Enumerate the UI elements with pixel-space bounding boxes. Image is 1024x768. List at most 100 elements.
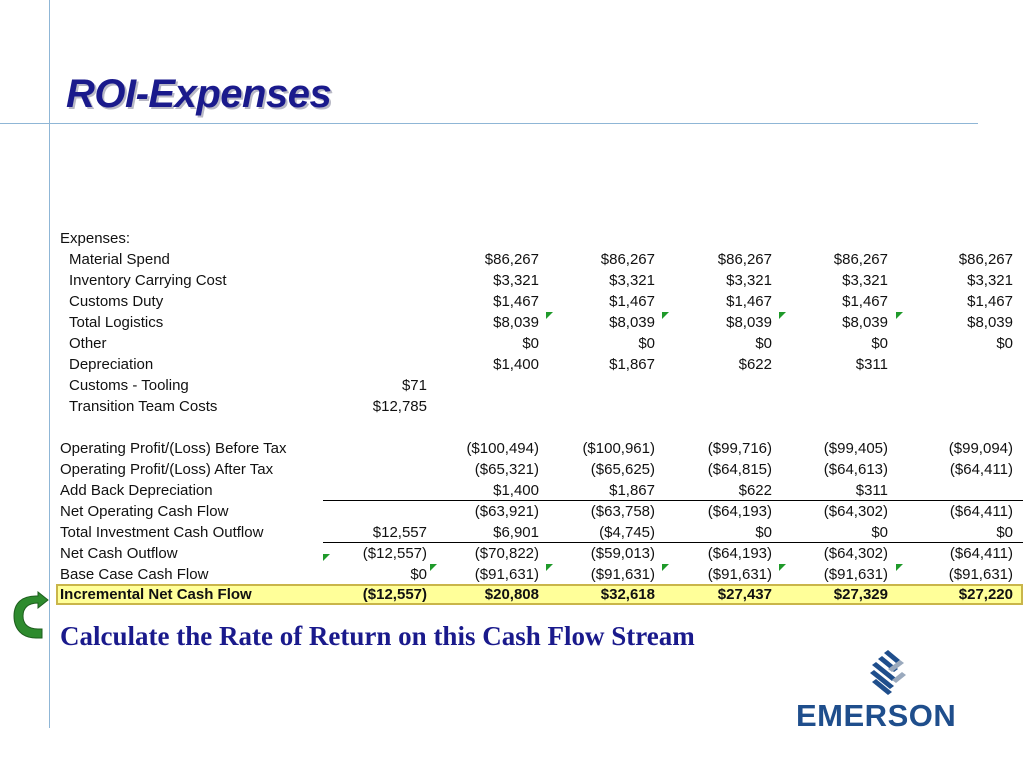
emerson-logo: EMERSON: [792, 650, 988, 734]
cell-value: $0: [871, 524, 888, 541]
cell-value: $3,321: [609, 272, 655, 289]
cell-value: $32,618: [600, 586, 655, 603]
row-label: Total Logistics: [69, 314, 164, 331]
row-label: Transition Team Costs: [69, 398, 218, 415]
cell-value: ($64,411): [949, 461, 1013, 478]
cell-value: $1,467: [967, 293, 1013, 310]
row-label: Customs Duty: [69, 293, 164, 310]
comment-marker-icon: [546, 564, 553, 571]
cell-value: $311: [855, 356, 888, 373]
cell-value: ($64,302): [823, 503, 888, 520]
cell-value: ($64,302): [823, 545, 888, 562]
cell-value: $0: [522, 335, 539, 352]
table-row: Material Spend $86,267 $86,267 $86,267 $…: [56, 249, 1024, 270]
cell-value: $86,267: [484, 251, 539, 268]
cell-value: ($65,321): [474, 461, 539, 478]
cell-value: [925, 354, 1013, 375]
cell-value: $311: [855, 482, 888, 499]
cell-value: $6,901: [493, 524, 539, 541]
cell-value: $27,329: [833, 586, 888, 603]
table-row: Operating Profit/(Loss) After Tax ($65,3…: [56, 459, 1024, 480]
highlight-box: [56, 584, 1023, 605]
cell-value: $1,467: [493, 293, 539, 310]
cell-value: ($64,613): [823, 461, 888, 478]
cell-value: $3,321: [967, 272, 1013, 289]
cell-value: ($64,411): [949, 545, 1013, 562]
table-row: Total Logistics $8,039 $8,039 $8,039 $8,…: [56, 312, 1024, 333]
row-label: Incremental Net Cash Flow: [60, 586, 252, 603]
cell-value: ($91,631): [823, 566, 888, 583]
cell-value: ($64,193): [707, 545, 772, 562]
cell-value: $86,267: [600, 251, 655, 268]
vertical-guide-line: [49, 0, 50, 728]
horizontal-guide-line: [0, 123, 978, 124]
cell-value: $1,867: [609, 482, 655, 499]
cell-value: $0: [638, 335, 655, 352]
cell-value: $1,400: [493, 356, 539, 373]
cell-value: ($64,193): [707, 503, 772, 520]
table-row: Operating Profit/(Loss) Before Tax ($100…: [56, 438, 1024, 459]
cell-value: ($12,557): [362, 545, 427, 562]
section-row: Expenses:: [56, 228, 1024, 249]
row-label: Operating Profit/(Loss) Before Tax: [60, 440, 287, 457]
cell-value: $3,321: [726, 272, 772, 289]
cell-value: $622: [738, 482, 772, 499]
cell-value: ($64,411): [949, 503, 1013, 520]
cell-value: $1,867: [609, 356, 655, 373]
cell-value: $1,467: [609, 293, 655, 310]
cell-border: [323, 500, 1023, 501]
table-row: Base Case Cash Flow $0 ($91,631) ($91,63…: [56, 564, 1024, 585]
comment-marker-icon: [896, 312, 903, 319]
cell-value: $86,267: [958, 251, 1013, 268]
row-label: Net Cash Outflow: [60, 545, 178, 562]
table-row: Inventory Carrying Cost $3,321 $3,321 $3…: [56, 270, 1024, 291]
cell-value: $27,220: [958, 586, 1013, 603]
cell-value: ($91,631): [948, 566, 1013, 583]
comment-marker-icon: [323, 554, 330, 561]
row-label: Inventory Carrying Cost: [69, 272, 227, 289]
comment-marker-icon: [662, 312, 669, 319]
cell-value: ($63,921): [474, 503, 539, 520]
table-row: Add Back Depreciation $1,400 $1,867 $622…: [56, 480, 1024, 501]
cell-value: $8,039: [726, 314, 772, 331]
cell-value: $3,321: [842, 272, 888, 289]
table-row: Total Investment Cash Outflow $12,557 $6…: [56, 522, 1024, 543]
cell-value: ($100,494): [466, 440, 539, 457]
cell-value: $8,039: [493, 314, 539, 331]
cell-value: $8,039: [967, 314, 1013, 331]
cell-value: $86,267: [833, 251, 888, 268]
instruction-caption: Calculate the Rate of Return on this Cas…: [60, 621, 695, 651]
row-label: Operating Profit/(Loss) After Tax: [60, 461, 274, 478]
comment-marker-icon: [896, 564, 903, 571]
brand-name: EMERSON: [796, 698, 957, 733]
cell-value: ($4,745): [599, 524, 655, 541]
incremental-cash-flow-row: Incremental Net Cash Flow ($12,557) $20,…: [56, 584, 1024, 605]
expense-table: Expenses: Material Spend $86,267 $86,267…: [56, 228, 1024, 608]
cell-value: $1,467: [726, 293, 772, 310]
table-row: Customs - Tooling $71: [56, 375, 1024, 396]
cell-value: $1,400: [493, 482, 539, 499]
cell-value: ($99,094): [948, 440, 1013, 457]
table-row: Other $0 $0 $0 $0 $0: [56, 333, 1024, 354]
table-row: Customs Duty $1,467 $1,467 $1,467 $1,467…: [56, 291, 1024, 312]
cell-value: [925, 480, 1013, 501]
cell-value: $0: [755, 524, 772, 541]
cell-value: ($99,405): [823, 440, 888, 457]
cell-value: ($12,557): [362, 586, 427, 603]
cell-value: ($64,815): [707, 461, 772, 478]
cell-value: $0: [410, 566, 427, 583]
cell-value: $1,467: [842, 293, 888, 310]
cell-value: $622: [738, 356, 772, 373]
cell-value: $0: [996, 524, 1013, 541]
table-row: Transition Team Costs $12,785: [56, 396, 1024, 417]
emerson-emblem-icon: [870, 650, 906, 695]
slide-title: ROI-Expenses: [66, 72, 332, 116]
cell-value: ($63,758): [590, 503, 655, 520]
row-label: Depreciation: [69, 356, 154, 373]
cell-value: ($99,716): [707, 440, 772, 457]
cell-value: $0: [871, 335, 888, 352]
comment-marker-icon: [430, 564, 437, 571]
cell-value: ($100,961): [582, 440, 655, 457]
cell-value: $0: [996, 335, 1013, 352]
cell-value: $8,039: [842, 314, 888, 331]
